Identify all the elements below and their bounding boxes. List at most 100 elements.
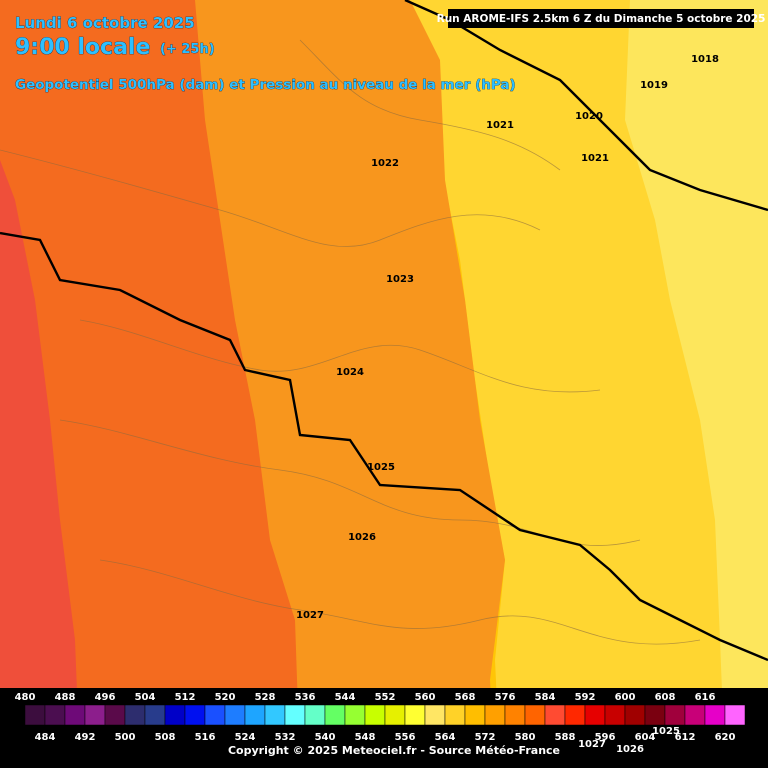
color-box [204,704,226,726]
color-box [144,704,166,726]
scale-label: 484 [35,732,56,743]
color-box [564,704,586,726]
scale-label: 572 [475,732,496,743]
color-box [24,704,46,726]
color-box [104,704,126,726]
run-box [448,9,754,28]
scale-label: 556 [395,732,416,743]
color-box [604,704,626,726]
scale-label: 584 [535,692,556,703]
isobar-label: 1021 [581,153,609,164]
color-box [484,704,506,726]
scale-label: 604 [635,732,656,743]
isobar-label: 1022 [371,158,399,169]
scale-label: 600 [615,692,636,703]
scale-label: 580 [515,732,536,743]
color-box [464,704,486,726]
isobar-label: 1026 [348,532,376,543]
scale-label: 596 [595,732,616,743]
color-box [684,704,706,726]
scale-label: 548 [355,732,376,743]
color-box [644,704,666,726]
scale-label: 608 [655,692,676,703]
scale-label: 588 [555,732,576,743]
scale-label: 552 [375,692,396,703]
isobar-label: 1027 [296,610,324,621]
isobar-labels: 1018 1019 1020 1021 1021 1022 1023 1024 1025 1026… [296,54,719,755]
color-box [504,704,526,726]
isobar-label: 1023 [386,274,414,285]
color-box [304,704,326,726]
legend-bg [0,688,768,768]
scale-label: 496 [95,692,116,703]
lead-time: (+ 25h) [160,42,215,57]
color-box [44,704,66,726]
run-info: Run AROME-IFS 2.5km 6 Z du Dimanche 5 oc… [437,13,766,25]
isobar-label: 1027 [578,739,606,750]
color-box [524,704,546,726]
color-box [664,704,686,726]
color-box [64,704,86,726]
color-box [704,704,726,726]
subtitle: Geopotentiel 500hPa (dam) et Pression au… [15,77,516,93]
time: 9:00 locale [15,35,150,60]
band [0,160,80,768]
scale-label: 532 [275,732,296,743]
scale-label: 560 [415,692,436,703]
scale-label: 488 [55,692,76,703]
color-box [724,704,746,726]
color-box [544,704,566,726]
scale-label: 564 [435,732,456,743]
scale-label: 592 [575,692,596,703]
band [0,0,300,768]
color-box [584,704,606,726]
scale-label: 480 [15,692,36,703]
color-box [284,704,306,726]
color-box [124,704,146,726]
date: Lundi 6 octobre 2025 [15,14,195,32]
isobar-label: 1018 [691,54,719,65]
color-box [344,704,366,726]
scale-label: 576 [495,692,516,703]
isobar-label: 1025 [367,462,395,473]
scale-label: 620 [715,732,736,743]
isobar-label: 1021 [486,120,514,131]
color-box [224,704,246,726]
footer: Copyright © 2025 Meteociel.fr - Source M… [228,744,560,757]
isobar-label: 1025 [652,726,680,737]
color-box [84,704,106,726]
isobar-label: 1024 [336,367,364,378]
scale-label: 492 [75,732,96,743]
scale-label: 512 [175,692,196,703]
legend: 480 488 496 504 512 520 528 536 544 552 560 568 576 5… [15,692,746,743]
scale-label: 540 [315,732,336,743]
scale-label: 536 [295,692,316,703]
scale-label: 524 [235,732,256,743]
isobar-label: 1019 [640,80,668,91]
scale-label: 508 [155,732,176,743]
scale-label: 528 [255,692,276,703]
color-box [424,704,446,726]
color-box [404,704,426,726]
color-box [244,704,266,726]
scale-label: 616 [695,692,716,703]
scale-label: 568 [455,692,476,703]
scale-label: 504 [135,692,156,703]
color-box [444,704,466,726]
isobar-label: 1026 [616,744,644,755]
isobar-label: 1020 [575,111,603,122]
scale-label: 544 [335,692,356,703]
color-box [384,704,406,726]
scale-label: 500 [115,732,136,743]
color-box [324,704,346,726]
color-box [264,704,286,726]
scale-label: 612 [675,732,696,743]
color-box [184,704,206,726]
color-box [624,704,646,726]
scale-label: 516 [195,732,216,743]
color-box [164,704,186,726]
scale-label: 520 [215,692,236,703]
color-box [364,704,386,726]
